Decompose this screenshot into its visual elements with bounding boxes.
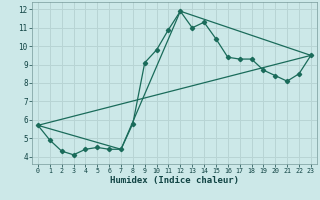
X-axis label: Humidex (Indice chaleur): Humidex (Indice chaleur) [110,176,239,185]
